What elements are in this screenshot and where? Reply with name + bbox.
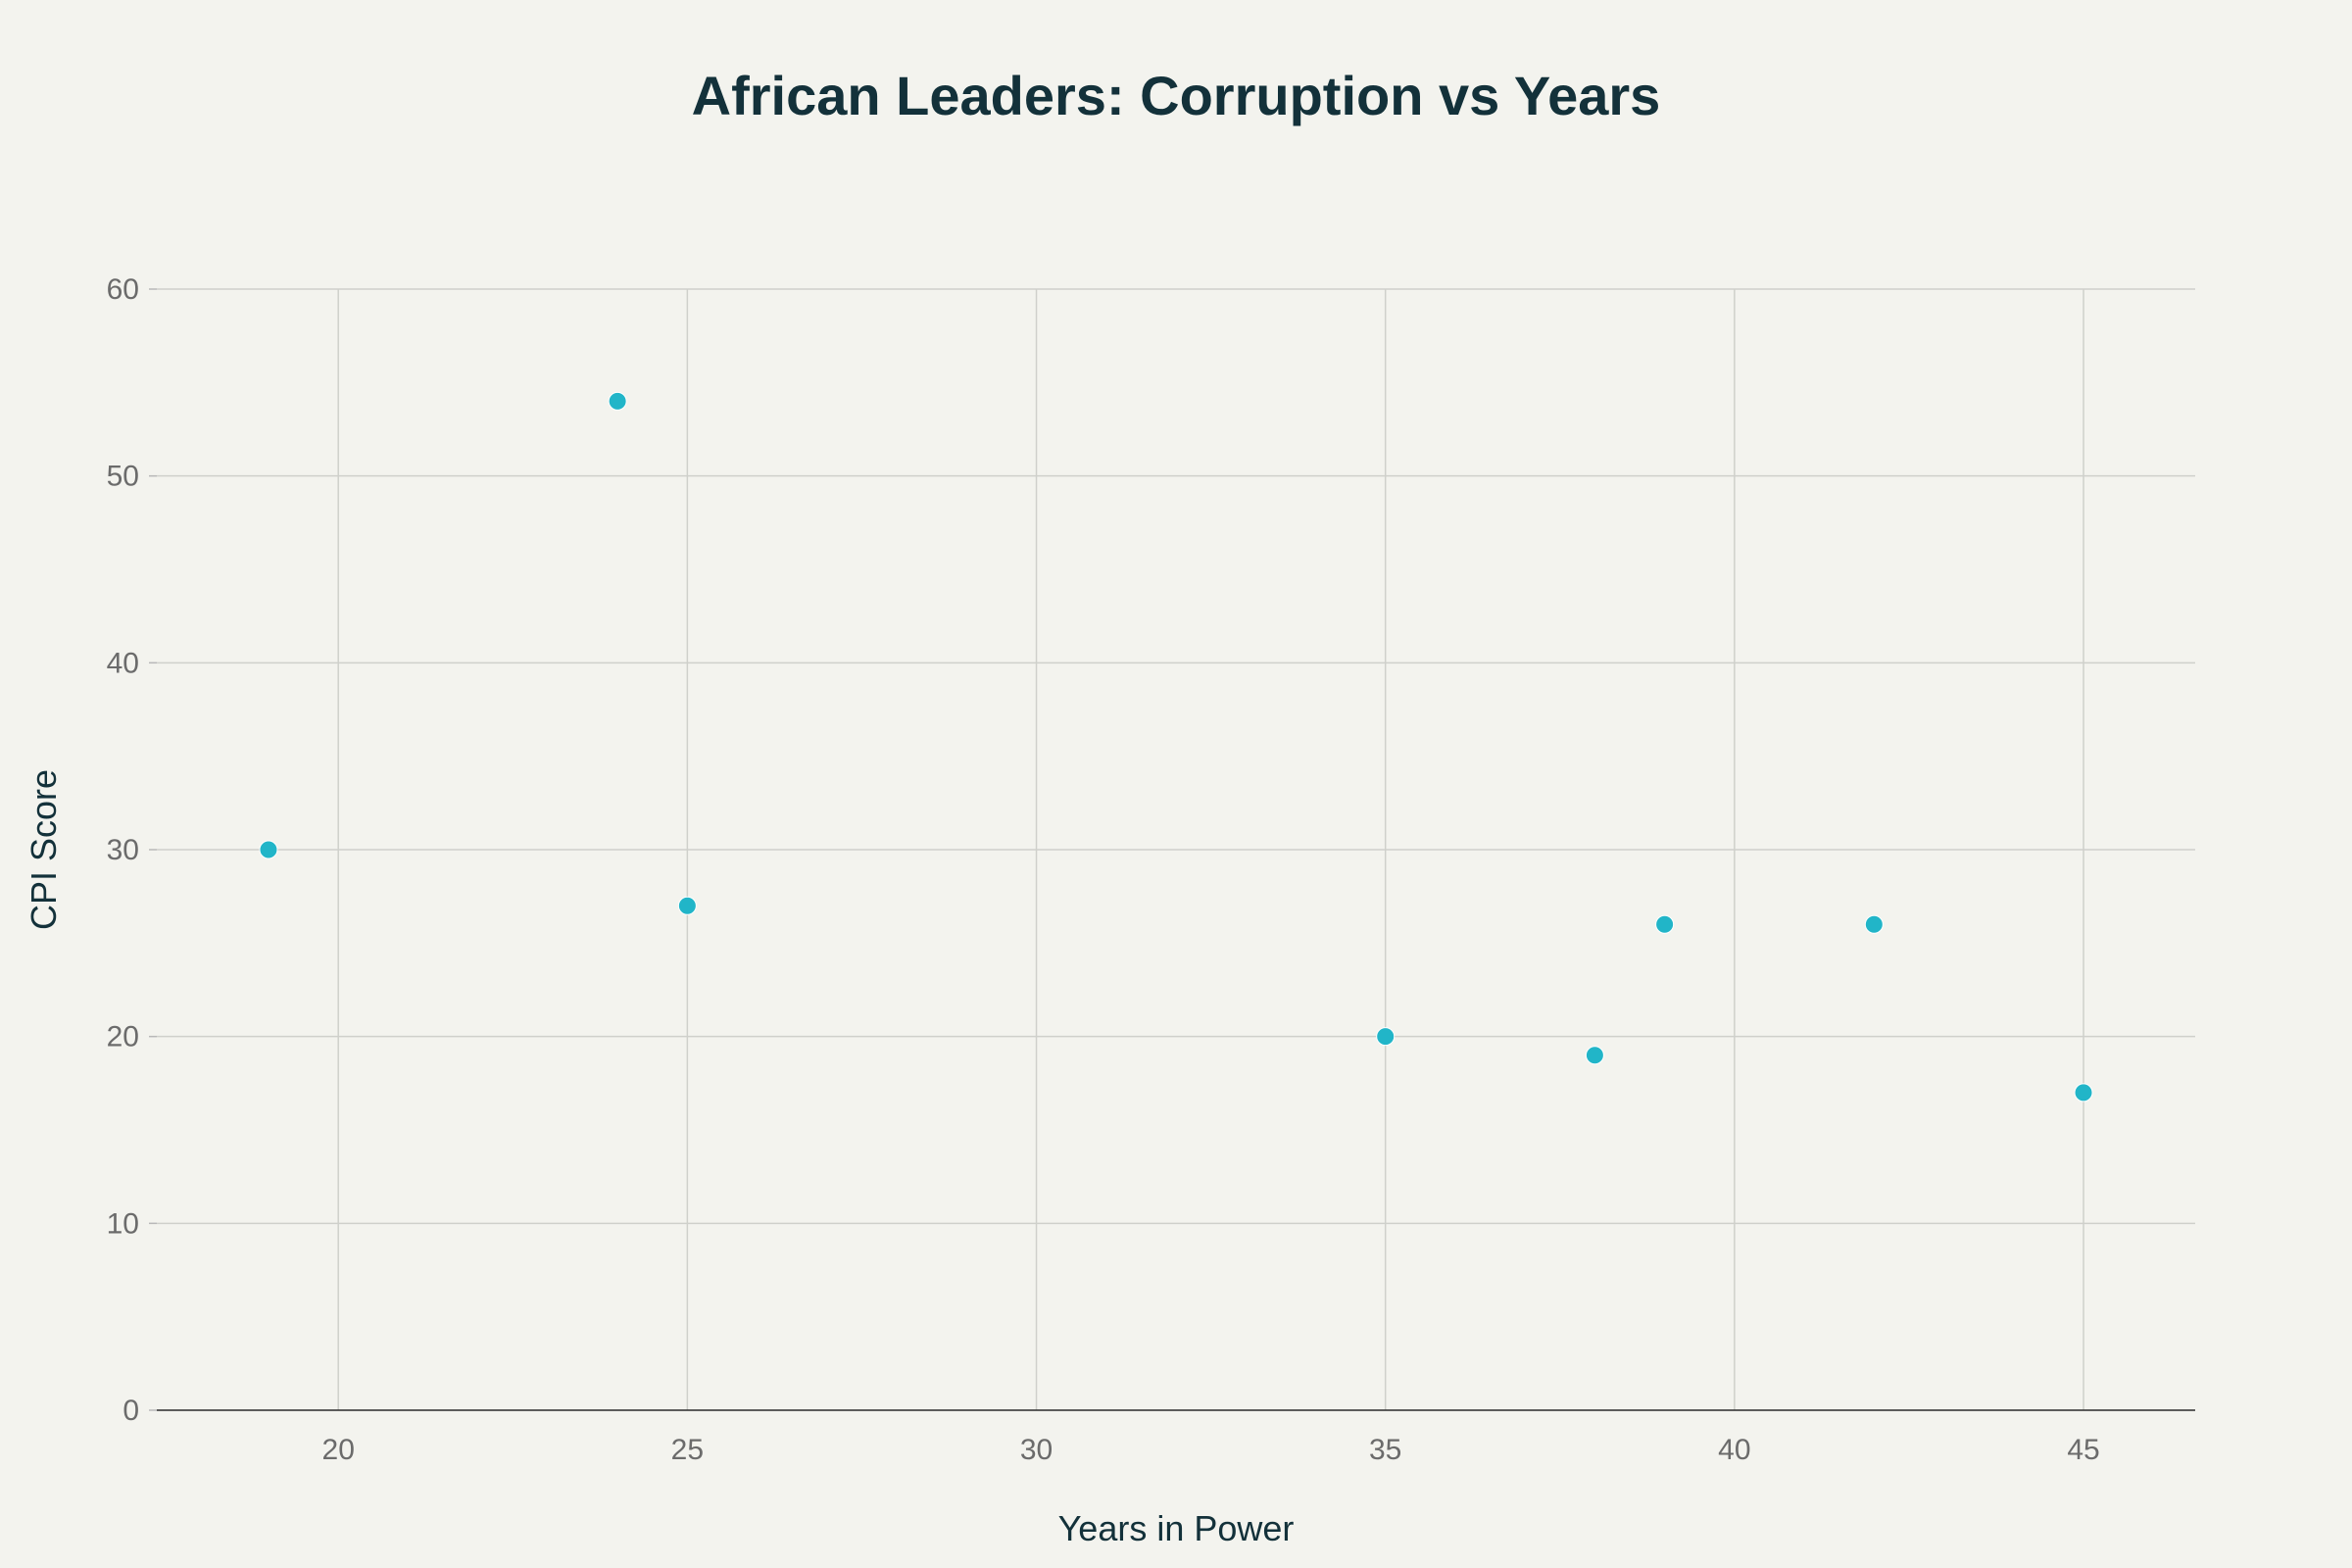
data-point[interactable]: [677, 896, 697, 915]
data-point[interactable]: [1585, 1046, 1604, 1065]
y-tick-label: 20: [107, 1021, 139, 1054]
y-tick-label: 0: [122, 1395, 139, 1427]
y-axis-title: CPI Score: [24, 769, 64, 930]
y-tick-label: 30: [107, 834, 139, 866]
data-point[interactable]: [608, 391, 627, 411]
data-point[interactable]: [259, 840, 278, 859]
x-tick-label: 30: [1020, 1434, 1053, 1466]
x-tick-label: 20: [322, 1434, 355, 1466]
x-tick-label: 40: [1718, 1434, 1750, 1466]
data-point[interactable]: [1864, 914, 1884, 934]
y-tick-label: 60: [107, 273, 139, 306]
x-tick-label: 45: [2067, 1434, 2099, 1466]
x-tick-label: 35: [1369, 1434, 1401, 1466]
x-tick-label: 25: [671, 1434, 704, 1466]
y-tick-label: 10: [107, 1207, 139, 1240]
axis-layer: 20 25 30 35 40 45 0 10 20 30 40 50 60: [107, 273, 2195, 1466]
y-tick-label: 40: [107, 647, 139, 679]
grid-layer: [157, 288, 2195, 1410]
data-point[interactable]: [2074, 1083, 2093, 1102]
chart-title: African Leaders: Corruption vs Years: [692, 65, 1661, 126]
points-layer: [259, 391, 2093, 1102]
x-axis-title: Years in Power: [1058, 1508, 1295, 1548]
y-tick-label: 50: [107, 461, 139, 493]
data-point[interactable]: [1376, 1027, 1396, 1047]
data-point[interactable]: [1655, 914, 1675, 934]
